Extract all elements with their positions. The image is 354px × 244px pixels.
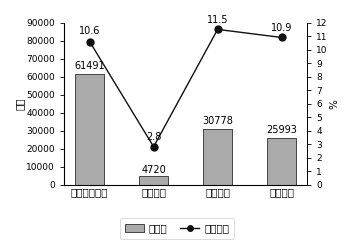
同比增速 (216, 28, 220, 31)
同比增速 (87, 40, 92, 43)
Text: 2.8: 2.8 (146, 132, 161, 142)
Text: 30778: 30778 (202, 116, 233, 126)
Bar (267, 138, 296, 184)
Y-axis label: %: % (329, 99, 339, 109)
同比增速 (280, 36, 284, 39)
Y-axis label: 亿元: 亿元 (15, 97, 25, 110)
Bar (139, 176, 168, 184)
Text: 61491: 61491 (74, 61, 105, 71)
Text: 4720: 4720 (141, 165, 166, 175)
Text: 25993: 25993 (266, 125, 297, 135)
Legend: 绝对额, 同比增速: 绝对额, 同比增速 (120, 218, 234, 239)
Bar (203, 129, 232, 184)
同比增速 (152, 145, 156, 148)
Text: 11.5: 11.5 (207, 15, 228, 25)
Line: 同比增速: 同比增速 (86, 26, 285, 150)
Text: 10.6: 10.6 (79, 26, 100, 36)
Text: 10.9: 10.9 (271, 23, 292, 33)
Bar (75, 74, 104, 184)
